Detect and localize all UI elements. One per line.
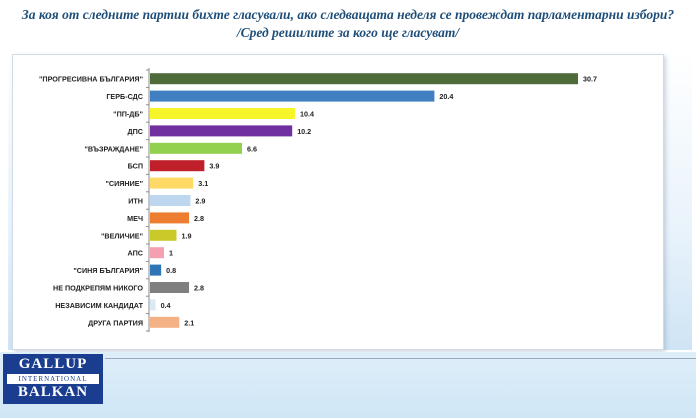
gallup-logo: GALLUP INTERNATIONAL BALKAN — [3, 354, 103, 404]
plot-area — [12, 54, 664, 350]
data-label: 0.8 — [166, 266, 176, 275]
data-label: 2.8 — [194, 214, 204, 223]
category-label: НЕЗАВИСИМ КАНДИДАТ — [55, 301, 143, 310]
category-label: ИТН — [128, 197, 143, 206]
category-label: АПС — [128, 249, 143, 258]
bar — [150, 125, 293, 137]
data-label: 1 — [169, 249, 173, 258]
category-label: ДРУГА ПАРТИЯ — [88, 318, 143, 327]
bar — [150, 264, 162, 276]
bar — [150, 90, 435, 102]
category-label: ДПС — [128, 127, 143, 136]
data-label: 20.4 — [439, 92, 453, 101]
category-label: НЕ ПОДКРЕПЯМ НИКОГО — [53, 284, 143, 293]
footer-divider — [105, 358, 696, 359]
category-label: "ПРОГРЕСИВНА БЪЛГАРИЯ" — [39, 75, 143, 84]
data-label: 0.4 — [161, 301, 171, 310]
category-label: ГЕРБ-СДС — [106, 92, 143, 101]
data-label: 10.2 — [297, 127, 311, 136]
data-label: 2.8 — [194, 284, 204, 293]
category-label: МЕЧ — [127, 214, 143, 223]
data-label: 30.7 — [583, 75, 597, 84]
data-label: 10.4 — [300, 110, 314, 119]
category-label: БСП — [128, 162, 143, 171]
logo-line-3: BALKAN — [17, 384, 89, 400]
data-label: 2.9 — [195, 197, 205, 206]
bar — [150, 195, 191, 206]
category-label: "СИЯНИЕ" — [106, 179, 144, 188]
bar — [150, 177, 194, 189]
bar — [150, 282, 190, 293]
title-line-1: За коя от следните партии бихте гласувал… — [21, 7, 675, 22]
logo-line-2: INTERNATIONAL — [7, 374, 99, 384]
title-line-2: /Сред решилите за кого ще гласуват/ — [236, 25, 460, 40]
data-label: 1.9 — [181, 231, 191, 240]
bar — [150, 160, 205, 172]
bar — [150, 142, 243, 154]
chart-title: За коя от следните партии бихте гласувал… — [0, 6, 696, 42]
data-label: 3.1 — [198, 179, 208, 188]
data-label: 2.1 — [184, 318, 194, 327]
category-label: "СИНЯ БЪЛГАРИЯ" — [73, 266, 143, 275]
bar — [150, 73, 578, 85]
category-label: "ВЪЗРАЖДАНЕ" — [84, 144, 143, 153]
category-label: "ВЕЛИЧИЕ" — [101, 231, 143, 240]
bar — [150, 229, 177, 241]
footer-band — [0, 352, 696, 418]
data-label: 6.6 — [247, 144, 257, 153]
bar — [150, 247, 164, 259]
category-label: "ПП-ДБ" — [113, 110, 143, 119]
logo-line-1: GALLUP — [18, 356, 88, 372]
data-label: 3.9 — [209, 162, 219, 171]
bar — [150, 299, 156, 311]
bar — [150, 108, 295, 119]
bar — [150, 316, 180, 328]
bar — [150, 212, 190, 224]
